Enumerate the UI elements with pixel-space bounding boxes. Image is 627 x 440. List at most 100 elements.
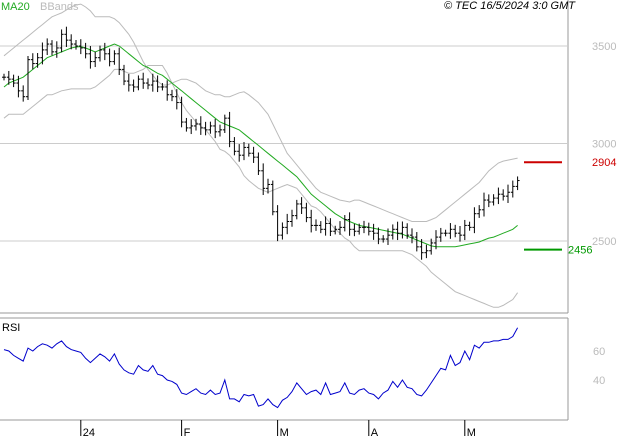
ohlc-bar	[376, 227, 381, 245]
ohlc-bar	[6, 70, 11, 85]
ohlc-bar	[102, 42, 107, 61]
ohlc-bar	[170, 89, 174, 102]
ohlc-bar	[290, 209, 294, 227]
ohlc-bars	[2, 26, 520, 260]
ohlc-bar	[280, 222, 285, 240]
ohlc-bar	[83, 42, 88, 59]
ohlc-bar	[160, 83, 165, 91]
ohlc-bar	[93, 51, 98, 68]
ohlc-bar	[179, 96, 184, 128]
bollinger-bands	[3, 3, 519, 308]
ohlc-bar	[2, 73, 6, 81]
ohlc-bar	[506, 184, 510, 203]
ohlc-bar	[342, 215, 347, 232]
ohlc-bar	[419, 239, 424, 260]
ohlc-bar	[208, 121, 213, 134]
ohlc-bar	[410, 228, 414, 244]
rsi-line	[3, 327, 519, 409]
ohlc-bar	[16, 75, 21, 98]
ohlc-bar	[146, 78, 150, 90]
ohlc-bar	[198, 116, 203, 135]
ohlc-bar	[434, 230, 438, 250]
x-tick-label: M	[280, 427, 289, 439]
ohlc-bar	[424, 244, 429, 259]
ohlc-bar	[222, 114, 227, 134]
x-tick-label: F	[184, 427, 191, 439]
bband-upper	[3, 3, 518, 222]
ohlc-bar	[261, 163, 266, 196]
ohlc-bar	[482, 192, 486, 217]
ohlc-bar	[174, 89, 179, 110]
ohlc-bar	[453, 224, 458, 238]
support-label: 2456	[568, 245, 592, 257]
ohlc-bar	[395, 221, 400, 241]
ohlc-bar	[314, 219, 318, 231]
ohlc-bar	[467, 221, 472, 231]
ohlc-bar	[30, 53, 35, 70]
ohlc-bar	[381, 235, 386, 243]
ohlc-bar	[405, 223, 410, 239]
ohlc-bar	[501, 189, 506, 201]
ohlc-bar	[486, 194, 491, 208]
rsi-tick-label: 60	[593, 346, 605, 358]
copyright-text: © TEC 16/5/2024 3:0 GMT	[444, 0, 576, 12]
ohlc-bar	[251, 146, 256, 163]
ohlc-bar	[165, 80, 170, 101]
ohlc-bar	[227, 111, 232, 148]
ohlc-bar	[112, 50, 117, 65]
ohlc-bar	[45, 38, 50, 55]
resistance-label: 2904	[592, 157, 616, 169]
ohlc-bar	[357, 223, 362, 235]
ma20-line	[3, 43, 518, 248]
ohlc-bar	[98, 45, 102, 62]
ohlc-bar	[515, 176, 520, 191]
ohlc-bar	[414, 232, 419, 252]
ohlc-bar	[496, 187, 501, 205]
ohlc-bar	[35, 53, 40, 68]
ohlc-bar	[448, 223, 453, 239]
ohlc-bar	[333, 225, 338, 235]
price-tick-label: 3500	[592, 41, 616, 53]
ohlc-bar	[40, 42, 45, 65]
ohlc-bar	[88, 46, 93, 69]
ohlc-bar	[318, 221, 323, 234]
ohlc-bar	[438, 227, 443, 242]
ohlc-bar	[472, 207, 477, 234]
ohlc-bar	[21, 85, 26, 102]
x-tick-label: 24	[83, 427, 95, 439]
ohlc-bar	[309, 209, 314, 233]
ohlc-bar	[323, 216, 328, 236]
ohlc-bar	[184, 117, 189, 132]
level-lines: 2904 2456	[524, 157, 616, 257]
ohlc-bar	[246, 143, 251, 157]
ohlc-bar	[400, 221, 405, 239]
ohlc-bar	[194, 118, 198, 131]
ohlc-bar	[458, 225, 462, 242]
ohlc-bar	[213, 118, 218, 139]
legend-ma20: MA20	[1, 1, 30, 13]
rsi-label: RSI	[2, 322, 20, 334]
ohlc-bar	[11, 74, 16, 88]
ohlc-bar	[477, 205, 482, 218]
ohlc-bar	[122, 64, 126, 86]
ohlc-bar	[26, 55, 30, 101]
ohlc-bar	[390, 224, 395, 240]
ohlc-bar	[242, 141, 246, 161]
ohlc-bar	[304, 202, 309, 223]
ohlc-bar	[371, 223, 376, 240]
ohlc-bar	[74, 39, 78, 50]
ohlc-bar	[64, 26, 69, 47]
x-axis-labels: 24 F M A M	[80, 420, 476, 439]
ohlc-bar	[443, 229, 448, 237]
ohlc-bar	[266, 178, 270, 194]
ohlc-bar	[69, 34, 74, 50]
ohlc-bar	[54, 41, 59, 58]
ohlc-bar	[131, 79, 136, 92]
ohlc-bar	[285, 213, 290, 235]
rsi-tick-label: 40	[593, 375, 605, 387]
ohlc-bar	[347, 212, 352, 236]
ohlc-bar	[256, 152, 261, 176]
x-tick-label: A	[371, 427, 379, 439]
ohlc-bar	[203, 121, 208, 136]
ohlc-bar	[117, 47, 122, 76]
